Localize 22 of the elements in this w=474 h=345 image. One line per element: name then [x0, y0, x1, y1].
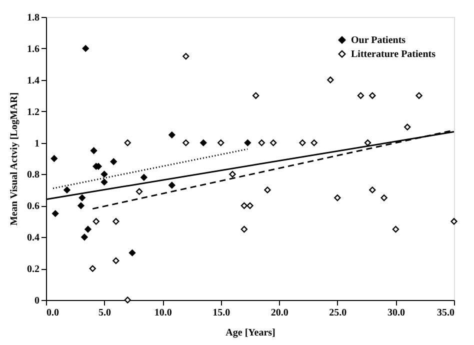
y-tick-label: 1.8	[27, 12, 40, 24]
y-tick-label: 0.8	[27, 170, 40, 181]
x-tick-label: 20.0	[270, 308, 288, 318]
y-tick-label: 0.2	[27, 264, 40, 276]
y-tick-label: 0.4	[27, 232, 40, 244]
legend-label: Litterature Patients	[351, 49, 436, 60]
y-tick-label: 0	[34, 296, 40, 306]
legend-label: Our Patients	[351, 35, 406, 46]
x-tick-label: 10.0	[154, 308, 172, 318]
y-tick-label: 1.6	[27, 44, 40, 55]
x-tick-label: 15.0	[212, 308, 230, 318]
y-tick-label: 1.2	[27, 106, 40, 118]
x-tick-label: 35.0	[437, 308, 454, 318]
y-tick-label: 1	[34, 138, 40, 150]
y-tick-label: 1.4	[27, 75, 40, 86]
y-tick-label: 0.6	[27, 201, 40, 212]
x-tick-label: 5.0	[98, 308, 112, 318]
x-tick-label: 25.0	[329, 308, 347, 318]
x-axis-title: Age [Years]	[226, 328, 276, 338]
y-axis-title: Mean Visual Actviy [LogMAR]	[9, 92, 20, 226]
x-tick-label: 0.0	[46, 308, 59, 318]
x-tick-label: 30.0	[387, 308, 405, 318]
